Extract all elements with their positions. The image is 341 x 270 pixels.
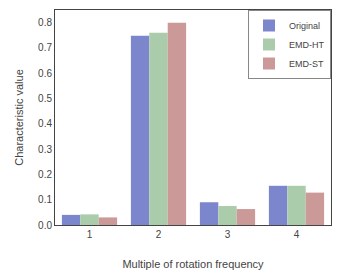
svg-text:1: 1 <box>87 229 93 240</box>
svg-text:0.2: 0.2 <box>38 169 52 180</box>
svg-text:Multiple of rotation frequency: Multiple of rotation frequency <box>122 258 264 270</box>
svg-text:2: 2 <box>156 229 162 240</box>
svg-text:0.4: 0.4 <box>38 118 52 129</box>
svg-text:0.7: 0.7 <box>38 42 52 53</box>
svg-text:0.5: 0.5 <box>38 93 52 104</box>
svg-text:EMD-ST: EMD-ST <box>289 59 324 69</box>
svg-text:0.0: 0.0 <box>38 220 52 231</box>
svg-text:0.6: 0.6 <box>38 68 52 79</box>
svg-text:3: 3 <box>225 229 231 240</box>
svg-text:0.1: 0.1 <box>38 194 52 205</box>
svg-text:0.3: 0.3 <box>38 144 52 155</box>
svg-text:Original: Original <box>289 21 320 31</box>
svg-text:4: 4 <box>294 229 300 240</box>
svg-text:0.8: 0.8 <box>38 17 52 28</box>
svg-text:Characteristic value: Characteristic value <box>13 69 25 166</box>
svg-text:EMD-HT: EMD-HT <box>289 40 324 50</box>
